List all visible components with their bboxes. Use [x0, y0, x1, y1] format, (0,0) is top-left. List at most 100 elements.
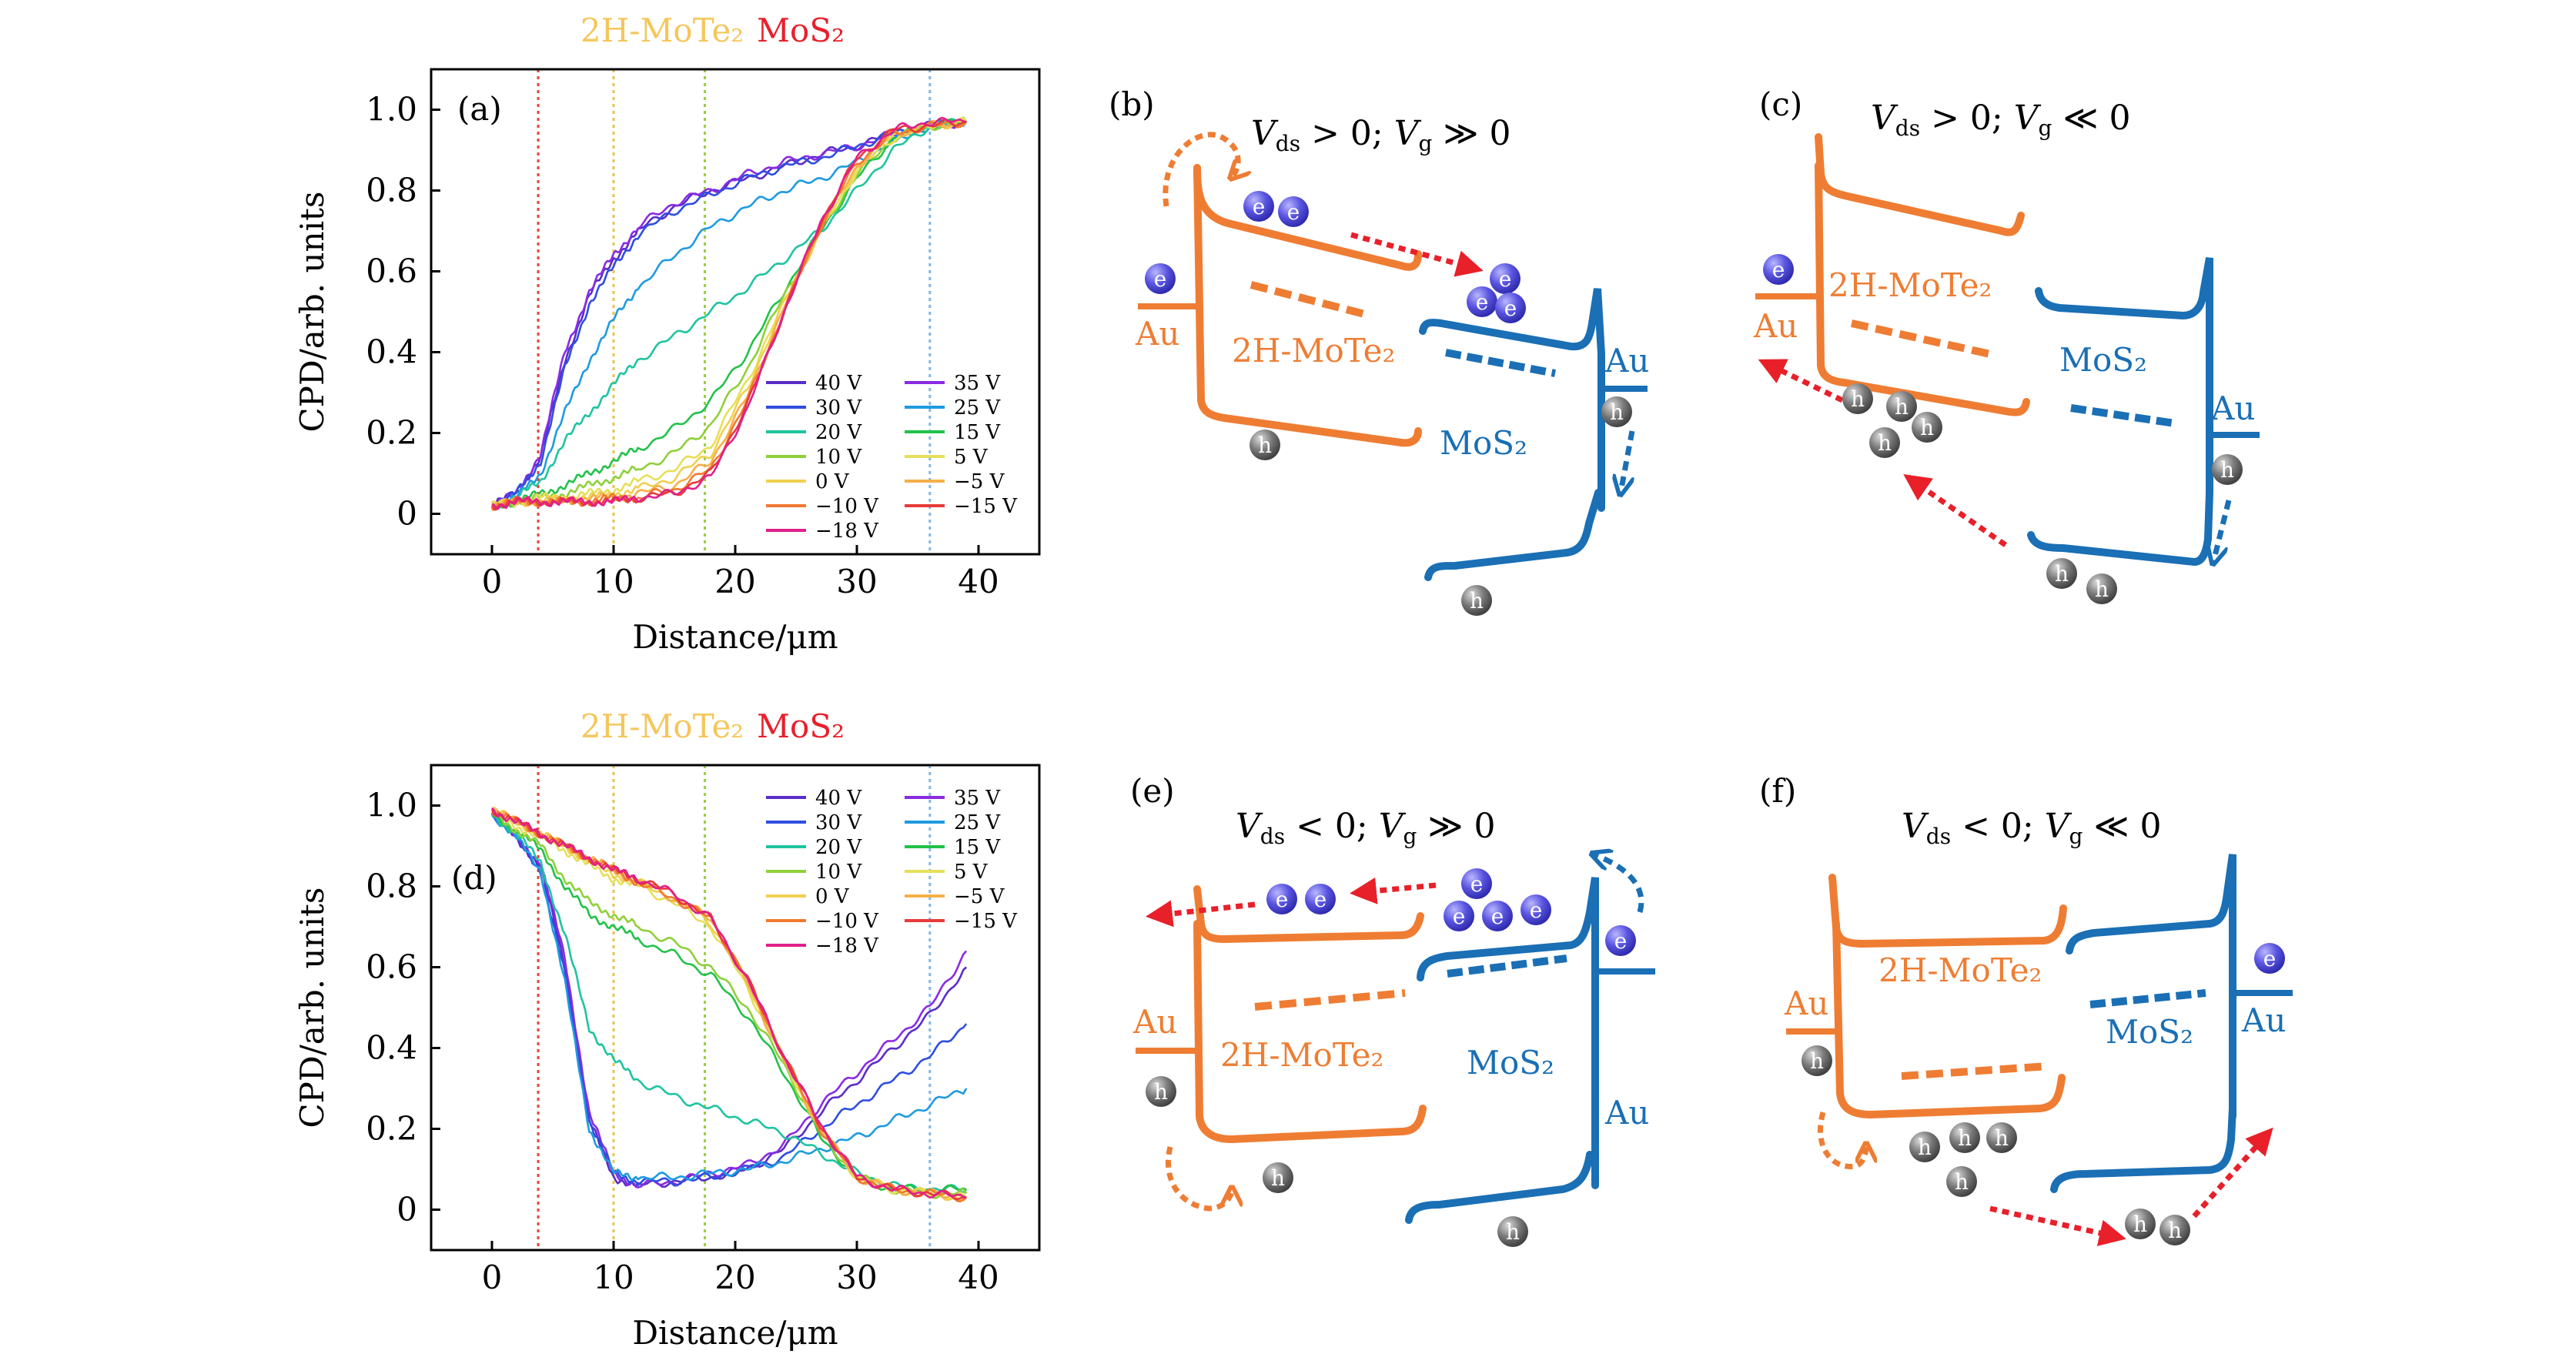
svg-text:h: h: [2055, 561, 2069, 587]
au-label-left: Au: [1132, 1003, 1177, 1041]
svg-text:h: h: [1154, 1079, 1168, 1105]
band-diagram-f: (f) Vds < 0; Vg ≪ 0 Au 2H-MoTe₂ Au MoS₂ …: [1759, 772, 2293, 1246]
electron: e: [1763, 254, 1794, 285]
svg-text:h: h: [2095, 577, 2109, 602]
svg-text:e: e: [1253, 194, 1266, 219]
series-line: [491, 814, 968, 1187]
plot-area: [490, 765, 968, 1250]
au-label-right: Au: [2210, 389, 2255, 427]
mos2-fermi-level: [1447, 954, 1567, 978]
svg-text:h: h: [1470, 588, 1484, 613]
panel-label-a: (a): [457, 90, 502, 128]
x-axis-label: Distance/μm: [632, 1314, 838, 1352]
svg-text:h: h: [2168, 1218, 2182, 1243]
series-line: [491, 119, 967, 508]
series-line: [491, 118, 968, 510]
legend-entry: 25 V: [954, 811, 1001, 834]
mos2-conduction-band: [2035, 257, 2213, 496]
mos2-label: MoS₂: [2106, 1013, 2193, 1051]
svg-text:h: h: [1920, 415, 1934, 440]
hole-collection-arrow: [1758, 359, 1844, 403]
svg-text:h: h: [1258, 433, 1272, 458]
hole: h: [1461, 585, 1492, 616]
mote2-label: 2H-MoTe₂: [1878, 951, 2042, 989]
hole: h: [2212, 454, 2243, 485]
svg-text:h: h: [1958, 1125, 1972, 1151]
x-axis-label: Distance/μm: [632, 618, 838, 656]
hole: h: [1909, 1132, 1940, 1162]
series-line: [490, 119, 968, 510]
legend-entry: 30 V: [815, 811, 862, 834]
electron: e: [1305, 884, 1336, 914]
chart-panel-a: 2H-MoTe₂ MoS₂ (a) 40 V 35 V 30 V 25 V 20 V 15…: [293, 12, 1041, 656]
hole: h: [1601, 396, 1632, 427]
mote2-conduction-band: [1828, 874, 2067, 948]
mos2-fermi-level: [2089, 989, 2206, 1008]
series-line: [490, 812, 968, 1188]
y-tick-label: 0.2: [366, 414, 417, 452]
series-line: [491, 119, 967, 508]
electron: e: [1467, 286, 1497, 317]
legend-entry: −15 V: [954, 495, 1018, 518]
panel-label-d: (d): [451, 859, 497, 897]
au-label-left: Au: [1753, 307, 1798, 345]
hole-collection-arrow: [2192, 1127, 2273, 1219]
bias-condition: Vds > 0; Vg ≫ 0: [1251, 114, 1510, 156]
legend-entry: 40 V: [815, 372, 862, 395]
legend-entry: 10 V: [815, 446, 862, 469]
electron-blocking-arrow: [1594, 854, 1644, 913]
x-tick-label: 20: [714, 1259, 755, 1296]
plot-area: [490, 69, 968, 554]
series-line: [491, 116, 967, 510]
electron: e: [1461, 868, 1492, 899]
legend-entry: 25 V: [954, 396, 1001, 420]
y-tick-label: 1.0: [366, 91, 417, 129]
legend-entry: 15 V: [954, 836, 1001, 859]
svg-text:h: h: [1610, 400, 1624, 425]
band-diagram-e: (e) Vds < 0; Vg ≫ 0 Au 2H-MoTe₂ Au MoS₂ …: [1130, 772, 1655, 1247]
y-tick-label: 0.6: [366, 948, 417, 986]
hole: h: [1250, 430, 1280, 460]
mos2-conduction-band: [1419, 288, 1605, 512]
hole-transfer-arrow: [1989, 1205, 2126, 1246]
y-axis-ticks: 0 0.2 0.4 0.6 0.8 1.0: [366, 91, 440, 533]
y-tick-label: 0.4: [366, 1029, 417, 1067]
svg-text:e: e: [2263, 946, 2277, 971]
y-tick-label: 0.8: [366, 172, 417, 209]
plot-frame: [430, 68, 1041, 556]
bias-condition: Vds < 0; Vg ≫ 0: [1236, 807, 1495, 849]
electron: e: [1482, 901, 1513, 931]
panel-label-e: (e): [1130, 772, 1175, 810]
au-label-right: Au: [1604, 1094, 1649, 1132]
svg-text:e: e: [1276, 887, 1289, 912]
series-line: [491, 814, 968, 1182]
series-line: [490, 811, 967, 1203]
legend-entry: 20 V: [815, 421, 862, 444]
hole: h: [1986, 1122, 2017, 1153]
electron: e: [1521, 894, 1551, 925]
mote2-label: 2H-MoTe₂: [1220, 1036, 1383, 1074]
mos2-label: MoS₂: [1440, 424, 1527, 462]
mos2-valence-band: [1424, 489, 1602, 581]
top-label-mos2: MoS₂: [757, 707, 845, 745]
hole: h: [1263, 1162, 1293, 1193]
series-line: [490, 120, 967, 507]
au-label-right: Au: [2241, 1001, 2286, 1039]
hole: h: [2046, 558, 2077, 589]
svg-text:e: e: [1491, 904, 1504, 929]
series-line: [491, 120, 968, 511]
y-axis-label: CPD/arb. units: [293, 192, 331, 433]
electron: e: [1490, 263, 1521, 294]
legend-entry: −15 V: [954, 910, 1018, 933]
electron: e: [1145, 263, 1176, 294]
y-tick-label: 0: [396, 1191, 417, 1229]
svg-text:h: h: [1878, 430, 1892, 456]
svg-text:e: e: [1453, 904, 1466, 929]
hole: h: [1886, 391, 1917, 422]
svg-text:h: h: [2133, 1212, 2147, 1237]
legend-entry: −10 V: [815, 495, 879, 518]
hole-injection-arrow: [1817, 1112, 1866, 1170]
hole: h: [1949, 1122, 1980, 1153]
electron-transfer-arrow: [1350, 232, 1484, 277]
x-tick-label: 30: [836, 563, 877, 600]
